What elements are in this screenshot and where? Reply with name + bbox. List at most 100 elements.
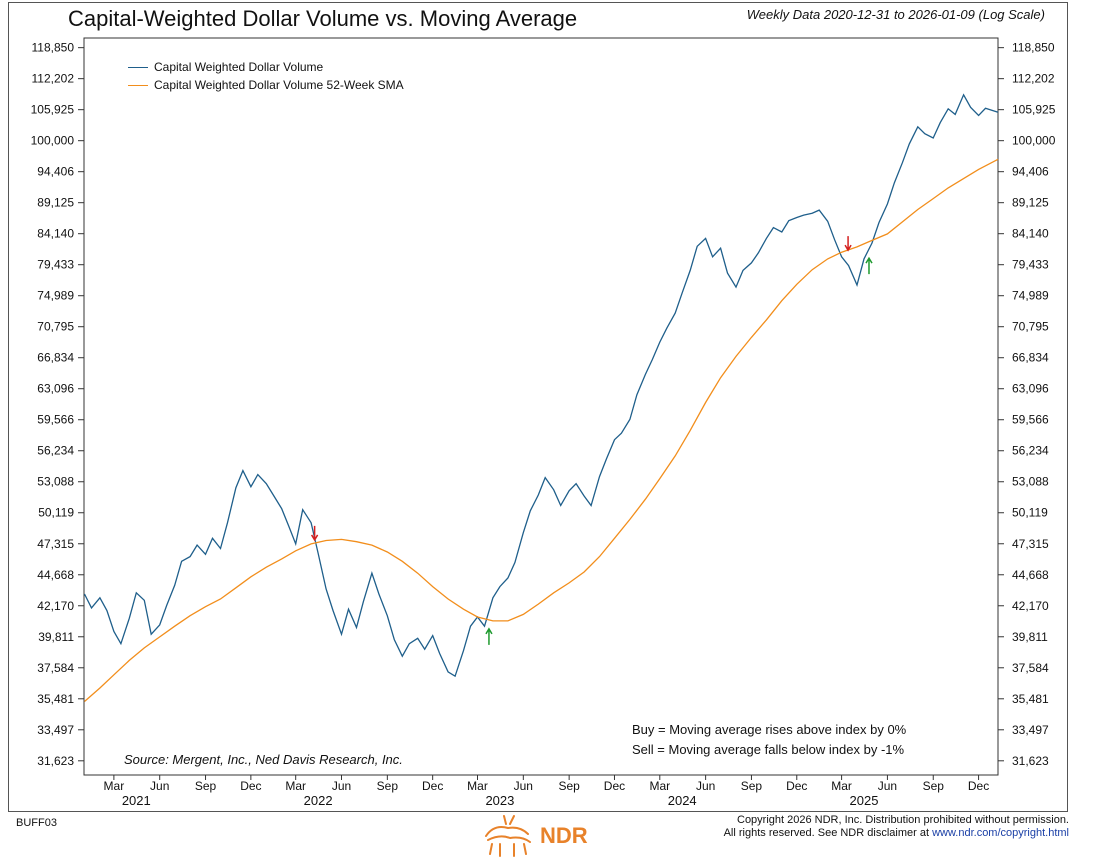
y-tick-label-left: 56,234 [37, 444, 74, 458]
source-note: Source: Mergent, Inc., Ned Davis Researc… [124, 752, 403, 767]
y-tick-label-left: 39,811 [38, 630, 74, 644]
y-tick-label-right: 44,668 [1012, 568, 1049, 582]
y-tick-label-right: 84,140 [1012, 227, 1049, 241]
y-tick-label-left: 112,202 [32, 72, 75, 86]
y-tick-label-left: 35,481 [37, 692, 74, 706]
y-tick-label-left: 53,088 [37, 475, 74, 489]
x-tick-label: Dec [604, 779, 625, 793]
y-tick-label-right: 31,623 [1012, 754, 1049, 768]
x-tick-label: Mar [285, 779, 306, 793]
copyright-link[interactable]: www.ndr.com/copyright.html [932, 827, 1069, 839]
y-tick-label-right: 56,234 [1012, 444, 1049, 458]
y-tick-label-left: 66,834 [37, 351, 74, 365]
series-line-sma [84, 158, 999, 702]
y-tick-label-left: 70,795 [37, 320, 74, 334]
y-tick-label-right: 50,119 [1012, 506, 1048, 520]
sell-signal-arrow [844, 236, 852, 252]
y-tick-label-right: 100,000 [1012, 134, 1056, 148]
y-tick-label-right: 74,989 [1012, 289, 1049, 303]
x-tick-label: Sep [195, 779, 217, 793]
y-tick-label-left: 94,406 [37, 165, 74, 179]
y-tick-label-left: 89,125 [37, 196, 74, 210]
y-tick-label-right: 53,088 [1012, 475, 1049, 489]
y-tick-label-left: 59,566 [37, 413, 74, 427]
x-tick-label: Mar [831, 779, 852, 793]
x-tick-label: Mar [649, 779, 670, 793]
x-tick-label: Sep [377, 779, 399, 793]
x-tick-label: Sep [558, 779, 580, 793]
y-axis-left: 31,623 33,497 35,481 37,584 39,811 42,170 44,6… [31, 41, 84, 768]
y-tick-label-right: 105,925 [1012, 103, 1056, 117]
y-axis-right: 31,623 33,497 35,481 37,584 39,811 42,170 44,6… [998, 41, 1056, 768]
y-tick-label-left: 50,119 [38, 506, 74, 520]
signal-rules: Buy = Moving average rises above index b… [632, 720, 906, 760]
y-tick-label-right: 47,315 [1012, 537, 1049, 551]
series-group [83, 93, 999, 702]
sell-rule: Sell = Moving average falls below index … [632, 742, 905, 757]
chart-frame [8, 2, 1068, 812]
x-tick-label: Dec [422, 779, 443, 793]
x-tick-label: Sep [741, 779, 763, 793]
copyright-line-1: Copyright 2026 NDR, Inc. Distribution pr… [737, 814, 1069, 826]
y-tick-label-left: 44,668 [37, 568, 74, 582]
legend-item-volume: Capital Weighted Dollar Volume [128, 58, 404, 76]
x-tick-label: Dec [240, 779, 261, 793]
x-year-label: 2025 [850, 793, 879, 808]
x-tick-label: Jun [150, 779, 169, 793]
y-tick-label-right: 42,170 [1012, 599, 1049, 613]
bull-icon [485, 815, 531, 857]
y-tick-label-left: 37,584 [37, 661, 74, 675]
x-tick-label: Jun [332, 779, 351, 793]
y-tick-label-right: 79,433 [1012, 258, 1049, 272]
x-tick-label: Mar [104, 779, 125, 793]
legend-item-sma: Capital Weighted Dollar Volume 52-Week S… [128, 76, 404, 94]
x-year-label: 2023 [485, 793, 514, 808]
series-line-volume [83, 93, 999, 678]
logo-text: NDR [540, 823, 588, 848]
buy-rule: Buy = Moving average rises above index b… [632, 722, 907, 737]
y-tick-label-left: 47,315 [37, 537, 74, 551]
y-tick-label-right: 39,811 [1012, 630, 1048, 644]
ndr-logo: NDR [480, 814, 588, 858]
y-tick-label-left: 33,497 [37, 723, 74, 737]
plot-area [83, 37, 999, 776]
y-tick-label-right: 94,406 [1012, 165, 1049, 179]
x-year-label: 2024 [668, 793, 697, 808]
y-tick-label-left: 100,000 [31, 134, 75, 148]
copyright-line-2-text: All rights reserved. See NDR disclaimer … [723, 827, 933, 839]
y-tick-label-right: 35,481 [1012, 692, 1049, 706]
y-tick-label-right: 33,497 [1012, 723, 1049, 737]
y-tick-label-left: 74,989 [37, 289, 74, 303]
y-tick-label-right: 70,795 [1012, 320, 1049, 334]
x-tick-label: Dec [786, 779, 807, 793]
y-tick-label-left: 63,096 [37, 382, 74, 396]
chart-subtitle: Weekly Data 2020-12-31 to 2026-01-09 (Lo… [746, 7, 1045, 22]
y-tick-label-left: 118,850 [32, 41, 75, 55]
x-year-label: 2022 [304, 793, 333, 808]
y-tick-label-right: 66,834 [1012, 351, 1049, 365]
legend: Capital Weighted Dollar Volume Capital W… [128, 58, 404, 94]
legend-label-sma: Capital Weighted Dollar Volume 52-Week S… [154, 78, 404, 92]
y-tick-label-left: 42,170 [37, 599, 74, 613]
copyright-line-2: All rights reserved. See NDR disclaimer … [724, 827, 1069, 840]
y-tick-label-right: 118,850 [1012, 41, 1055, 55]
plot-border [83, 37, 999, 776]
x-tick-label: Jun [878, 779, 897, 793]
buy-signal-arrow [865, 256, 873, 275]
x-tick-label: Sep [923, 779, 945, 793]
y-tick-label-left: 84,140 [37, 227, 74, 241]
y-tick-label-right: 37,584 [1012, 661, 1049, 675]
y-tick-label-right: 63,096 [1012, 382, 1049, 396]
legend-swatch-volume [128, 66, 148, 68]
y-tick-label-right: 89,125 [1012, 196, 1049, 210]
chart-title: Capital-Weighted Dollar Volume vs. Movin… [68, 6, 578, 31]
chart-code: BUFF03 [16, 817, 57, 829]
x-tick-label: Jun [696, 779, 715, 793]
x-tick-label: Dec [968, 779, 989, 793]
y-tick-label-left: 79,433 [37, 258, 74, 272]
y-tick-label-left: 31,623 [37, 754, 74, 768]
x-year-label: 2021 [122, 793, 151, 808]
x-tick-label: Mar [467, 779, 488, 793]
buy-signal-arrow [485, 627, 493, 645]
